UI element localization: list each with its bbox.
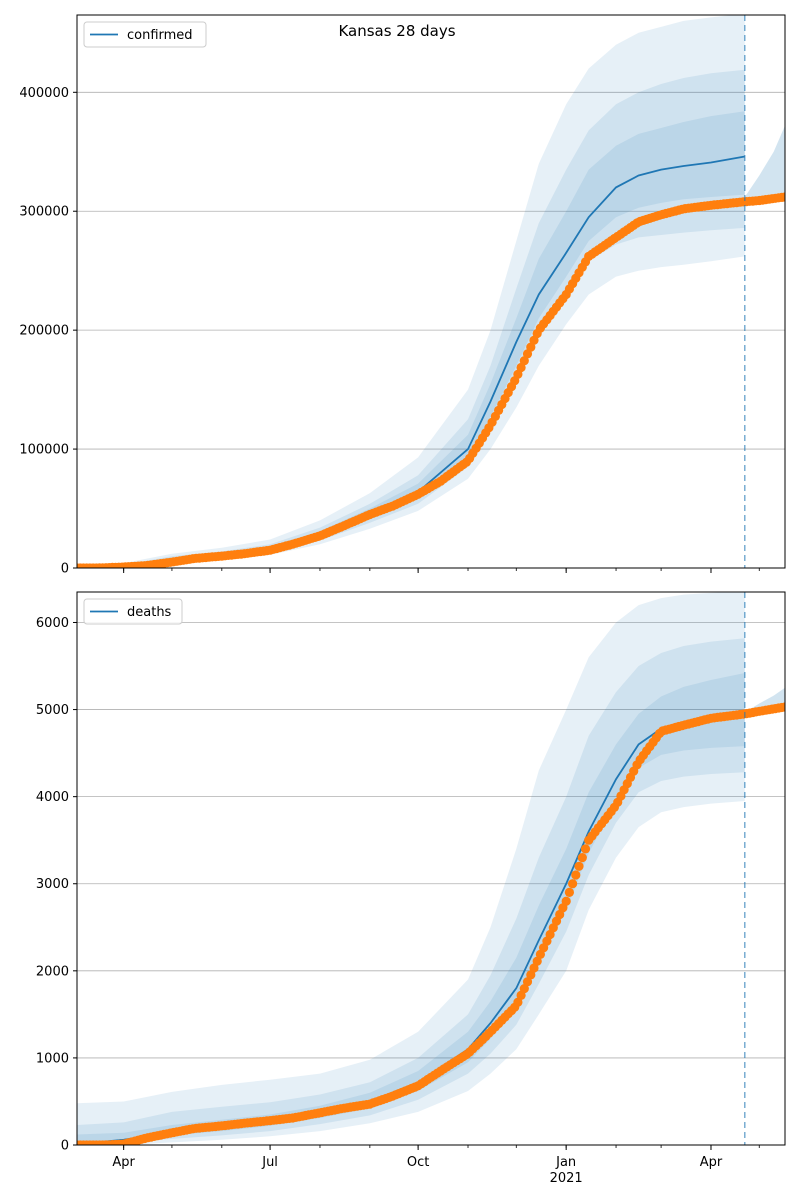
x-tick-label: Apr <box>700 1155 723 1170</box>
x-tick-label: Oct <box>407 1155 429 1170</box>
band-outer <box>77 592 745 1145</box>
y-tick-label: 300000 <box>19 205 69 220</box>
legend-box <box>83 598 183 625</box>
observed-point <box>519 984 529 994</box>
legend-box <box>83 21 207 48</box>
y-tick-label: 4000 <box>36 790 69 805</box>
observed-point <box>564 887 575 898</box>
chart-title: Kansas 28 days <box>338 22 455 40</box>
band-middle <box>77 638 745 1145</box>
band-outer <box>77 15 745 568</box>
y-tick-label: 2000 <box>36 964 69 979</box>
observed-point <box>780 702 785 712</box>
x-tick-label: Jan <box>555 1155 576 1170</box>
axes-frame <box>76 591 786 1146</box>
legend: confirmed <box>83 21 207 48</box>
y-tick-label: 100000 <box>19 443 69 458</box>
y-tick-label: 5000 <box>36 703 69 718</box>
band-inner <box>77 111 745 568</box>
y-tick-label: 6000 <box>36 616 69 631</box>
band-middle <box>77 69 745 568</box>
y-tick-label: 0 <box>61 562 69 577</box>
forecast-band <box>744 125 785 202</box>
panel-deaths: 0 1000 2000 3000 4000 5000 6000 deaths <box>36 591 786 1154</box>
x-tick-label: Jul <box>261 1155 278 1170</box>
band-inner <box>77 673 745 1145</box>
x-tick-label: Apr <box>112 1155 135 1170</box>
y-tick-label: 0 <box>61 1139 69 1154</box>
observed-point <box>580 844 591 854</box>
observed-point <box>526 970 536 980</box>
plot-area <box>77 592 785 1145</box>
observed-point <box>568 879 578 889</box>
panel-confirmed: 0 100000 200000 300000 400000 confirmed <box>19 14 786 577</box>
observed-point <box>577 853 587 863</box>
y-tick-label: 200000 <box>19 324 69 339</box>
plot-area <box>77 15 785 568</box>
y-tick-label: 3000 <box>36 877 69 892</box>
observed-point <box>522 977 533 987</box>
observed-point <box>561 896 571 906</box>
axes-frame <box>76 14 786 569</box>
observed-point <box>574 861 584 871</box>
observed-point <box>522 349 533 359</box>
y-tick-label: 400000 <box>19 86 69 101</box>
y-tick-label: 1000 <box>36 1051 69 1066</box>
legend: deaths <box>83 598 183 625</box>
observed-point <box>780 192 785 202</box>
x-tick-sublabel: 2021 <box>550 1171 583 1186</box>
legend-label: confirmed <box>127 28 193 43</box>
observed-point <box>571 870 581 880</box>
legend-label: deaths <box>127 605 172 620</box>
